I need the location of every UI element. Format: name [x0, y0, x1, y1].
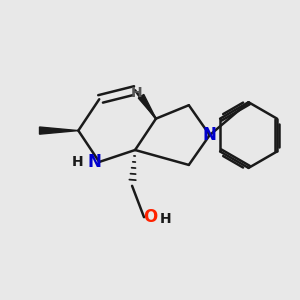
Text: H: H [131, 86, 142, 100]
Text: N: N [88, 153, 102, 171]
Text: O: O [143, 208, 157, 226]
Polygon shape [40, 127, 78, 134]
Polygon shape [138, 94, 156, 118]
Text: H: H [72, 155, 83, 169]
Text: H: H [160, 212, 171, 226]
Text: N: N [203, 126, 217, 144]
